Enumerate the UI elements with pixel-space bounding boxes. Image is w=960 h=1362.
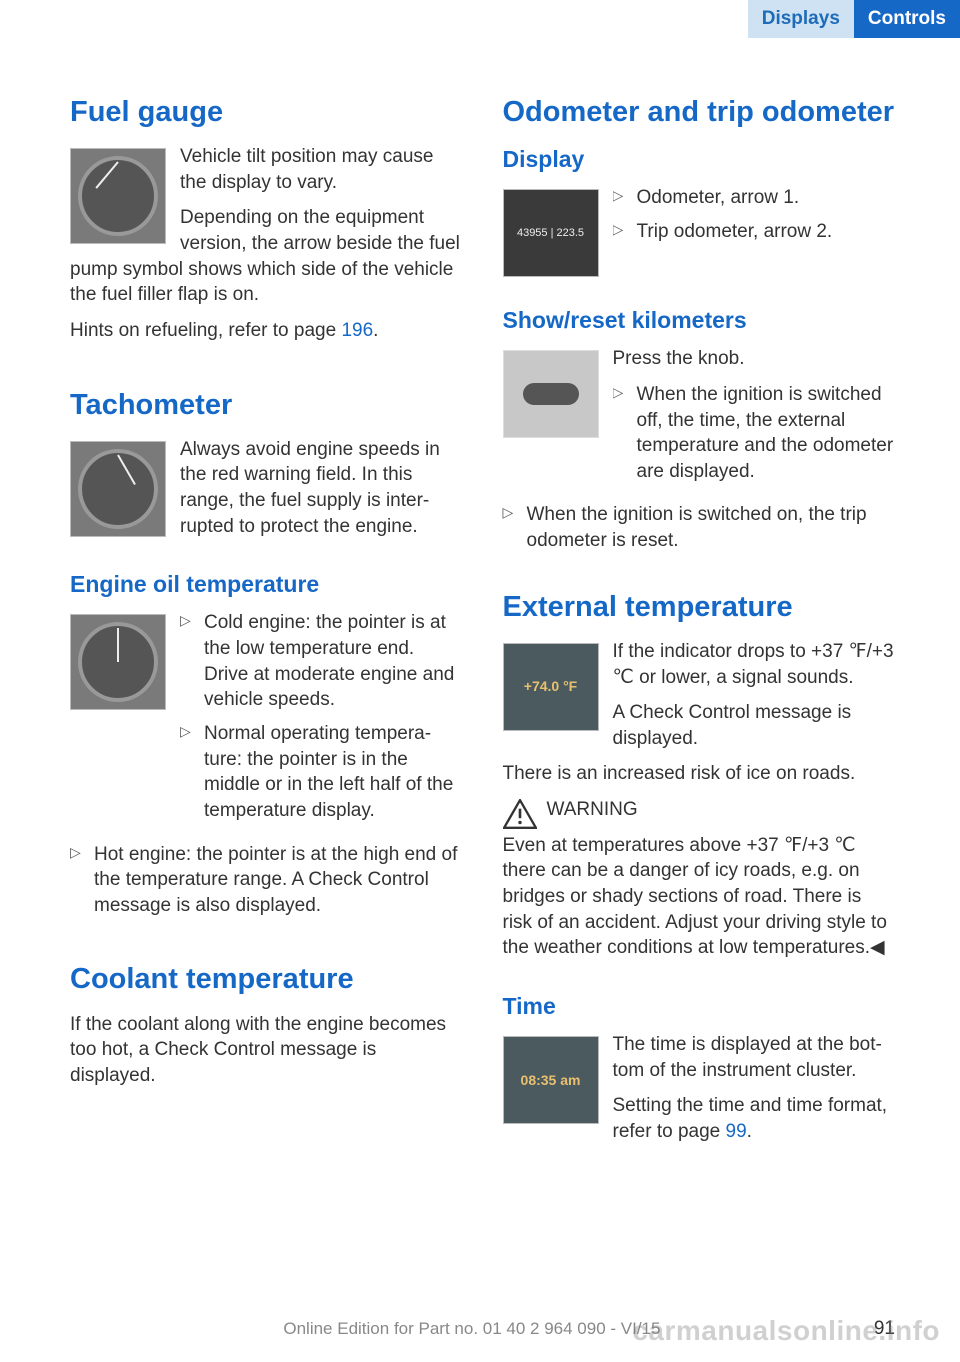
page-number: 91	[874, 1316, 895, 1342]
odo-li-2: Trip odometer, arrow 2.	[613, 219, 896, 245]
warning-block: WARNING Even at temperatures above +37 ℉…	[503, 797, 896, 961]
oil-list-2: Hot engine: the pointer is at the high e…	[70, 842, 463, 919]
page-footer: Online Edition for Part no. 01 40 2 964 …	[0, 1316, 960, 1342]
reset-li-1: When the ignition is switched off, the t…	[613, 382, 896, 485]
section-coolant-temp: Coolant temperature If the coolant along…	[70, 960, 463, 1088]
fuel-p3-tail: .	[373, 320, 378, 341]
section-odometer: Odometer and trip odometer Display 43955…	[503, 93, 896, 554]
oil-temp-gauge-icon	[70, 614, 166, 710]
knob-icon	[503, 350, 599, 438]
header-tab-controls: Controls	[854, 0, 960, 38]
oil-list: Cold engine: the pointer is at the low t…	[180, 610, 463, 831]
fuel-p3: Hints on refueling, refer to page 196.	[70, 318, 463, 344]
heading-coolant-temp: Coolant temperature	[70, 960, 463, 999]
right-column: Odometer and trip odometer Display 43955…	[503, 93, 896, 1197]
heading-odometer: Odometer and trip odometer	[503, 93, 896, 132]
warning-label: WARNING	[503, 797, 896, 823]
subheading-show-reset: Show/reset kilometers	[503, 305, 896, 336]
oil-li-cold: Cold engine: the pointer is at the low t…	[180, 610, 463, 713]
time-p2-tail: .	[747, 1121, 752, 1142]
footer-edition: Online Edition for Part no. 01 40 2 964 …	[283, 1318, 660, 1341]
oil-li-hot: Hot engine: the pointer is at the high e…	[70, 842, 463, 919]
fuel-p3-text: Hints on refueling, refer to page	[70, 320, 341, 341]
section-fuel-gauge: Fuel gauge Vehicle tilt position may cau…	[70, 93, 463, 344]
page-content: Fuel gauge Vehicle tilt position may cau…	[0, 38, 960, 1197]
header-tab-displays: Displays	[748, 0, 854, 38]
tachometer-icon	[70, 441, 166, 537]
page-header: Displays Controls	[0, 0, 960, 38]
section-time: Time 08:35 am The time is displayed at t…	[503, 991, 896, 1155]
heading-engine-oil-temp: Engine oil temperature	[70, 569, 463, 600]
heading-tachometer: Tachometer	[70, 386, 463, 425]
section-external-temp: External temperature +74.0 °F If the ind…	[503, 588, 896, 961]
warning-body: Even at temperatures above +37 ℉/+3 ℃ th…	[503, 833, 896, 961]
warning-triangle-icon	[503, 799, 537, 829]
time-page-link[interactable]: 99	[726, 1121, 747, 1142]
fuel-page-link[interactable]: 196	[341, 320, 373, 341]
fuel-gauge-icon	[70, 148, 166, 244]
section-engine-oil-temp: Engine oil temperature Cold engine: the …	[70, 569, 463, 918]
heading-external-temp: External temperature	[503, 588, 896, 627]
odo-li-1: Odometer, arrow 1.	[613, 185, 896, 211]
reset-li-2: When the ignition is switched on, the tr…	[503, 502, 896, 553]
section-tachometer: Tachometer Always avoid engine speeds in…	[70, 386, 463, 550]
left-column: Fuel gauge Vehicle tilt position may cau…	[70, 93, 463, 1197]
reset-list-2: When the ignition is switched on, the tr…	[503, 502, 896, 553]
coolant-p1: If the coolant along with the engine bec…	[70, 1012, 463, 1089]
external-temp-display-icon: +74.0 °F	[503, 643, 599, 731]
subheading-display: Display	[503, 144, 896, 175]
odometer-display-icon: 43955 | 223.5	[503, 189, 599, 277]
oil-li-normal: Normal operating tempera­ture: the point…	[180, 721, 463, 824]
reset-list-1: When the ignition is switched off, the t…	[613, 382, 896, 493]
heading-time: Time	[503, 991, 896, 1022]
time-display-icon: 08:35 am	[503, 1036, 599, 1124]
ext-p3: There is an increased risk of ice on roa…	[503, 761, 896, 787]
heading-fuel-gauge: Fuel gauge	[70, 93, 463, 132]
odo-display-list: Odometer, arrow 1. Trip odometer, arrow …	[613, 185, 896, 252]
